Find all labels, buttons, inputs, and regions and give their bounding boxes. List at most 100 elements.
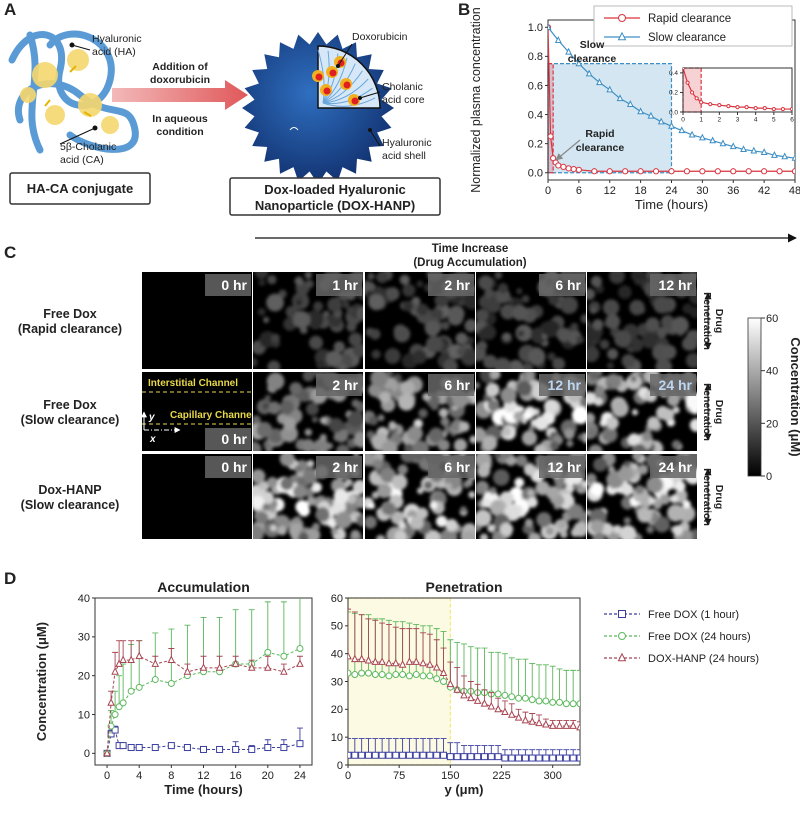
cell-blob (352, 479, 363, 495)
cell-blob (312, 522, 320, 531)
time-label: 0 hr (221, 459, 247, 475)
time-label: 24 hr (659, 377, 693, 393)
cell-blob (593, 457, 608, 472)
cell-blob (382, 502, 396, 516)
x-tick-label: 12 (604, 185, 616, 197)
row-label-line: Dox-HANP (38, 483, 101, 497)
marker (781, 152, 789, 160)
label-shell-line: acid shell (382, 150, 426, 162)
time-label-bg (428, 456, 474, 478)
cell-blob (552, 357, 566, 369)
cell-blob (501, 426, 512, 437)
cell-blob (460, 506, 467, 513)
y-tick-label: 0.2 (528, 138, 543, 150)
marker (358, 751, 366, 759)
ha-ca-conjugate-art (8, 30, 151, 205)
time-label: 6 hr (444, 459, 470, 475)
chart: 0 4 8 12 16 20 24 0 10 20 30 40 Accumulation Time (ho… (34, 579, 313, 797)
marker (780, 106, 786, 112)
row-label-line: (Rapid clearance) (18, 322, 122, 336)
marker (480, 753, 488, 761)
error-bar (264, 601, 271, 653)
marker (487, 753, 495, 761)
cell-blob (634, 278, 642, 286)
cell-blob (292, 484, 307, 499)
y-tick-label: 10 (78, 709, 90, 721)
plot-area (548, 23, 795, 175)
marker (348, 669, 352, 677)
penetration-label-line: Drug (713, 309, 725, 334)
cell-blob (682, 529, 693, 539)
marker (678, 126, 686, 134)
cell-blob (289, 382, 303, 395)
marker (694, 96, 699, 101)
row-label: Free Dox (Rapid clearance) (18, 307, 122, 336)
cell-blob (534, 415, 549, 431)
cell-blob (418, 408, 428, 419)
marker (216, 745, 224, 753)
marker (412, 657, 421, 665)
time-label-bg (205, 456, 251, 478)
arrow-text-top-line: Addition of (152, 61, 208, 73)
cell-blob (371, 491, 380, 499)
cell-blob (623, 517, 631, 525)
time-label-bg (316, 274, 362, 296)
cell-blob (294, 276, 304, 286)
marker (622, 168, 629, 175)
cell-blob (548, 294, 560, 306)
cell-blob (515, 454, 528, 467)
cell-blob (327, 297, 342, 313)
label-ca-line: acid (CA) (60, 154, 104, 166)
y-tick-label: 60 (331, 593, 343, 605)
marker (119, 655, 127, 664)
y-tick-label: 40 (331, 649, 343, 661)
cell-blob (685, 352, 697, 369)
cell-blob (437, 439, 450, 451)
microscopy-image: 6 hr (365, 372, 475, 451)
cell-blob (270, 524, 277, 532)
cell-blob (368, 294, 385, 311)
time-label-bg (539, 456, 585, 478)
cell-blob (393, 325, 411, 343)
error-bar (501, 653, 508, 696)
penetration-label: DrugPenetration (701, 383, 725, 441)
y-tick-label: 0.2 (669, 90, 678, 97)
cell-blob (416, 507, 429, 520)
time-label-bg (539, 274, 585, 296)
ha-strand (322, 78, 369, 104)
cell-blob (559, 530, 568, 539)
cell-blob (490, 372, 501, 380)
marker (730, 168, 737, 175)
error-bar (365, 618, 372, 661)
marker (398, 660, 407, 668)
time-label: 0 hr (221, 277, 247, 293)
marker (385, 658, 393, 667)
marker (446, 753, 454, 761)
cell-blob (521, 295, 530, 303)
marker (371, 657, 380, 665)
cell-blob (258, 279, 266, 287)
cell-blob (371, 349, 381, 359)
error-bar (120, 663, 127, 703)
cell-blob (301, 438, 315, 451)
cell-blob (690, 404, 697, 414)
y-tick-label: 0.4 (528, 109, 543, 121)
microscopy-image: 2 hr (253, 372, 363, 451)
cell-blob (587, 412, 596, 425)
colorbar-title: Concentration (μM) (788, 337, 800, 456)
cell-blob (466, 336, 475, 345)
cell-blob (443, 359, 458, 369)
cell-blob (253, 357, 258, 367)
cell-blob (402, 300, 414, 312)
marker (215, 663, 224, 671)
leader-dot (368, 128, 372, 132)
cell-blob (305, 310, 324, 329)
error-bar (577, 669, 580, 704)
cell-blob (601, 426, 618, 443)
cell-blob (277, 525, 287, 536)
marker (514, 712, 523, 721)
cell-blob (641, 332, 658, 349)
x-tick-label: 5 (772, 117, 776, 124)
marker (791, 168, 795, 175)
cell-blob (653, 296, 671, 314)
